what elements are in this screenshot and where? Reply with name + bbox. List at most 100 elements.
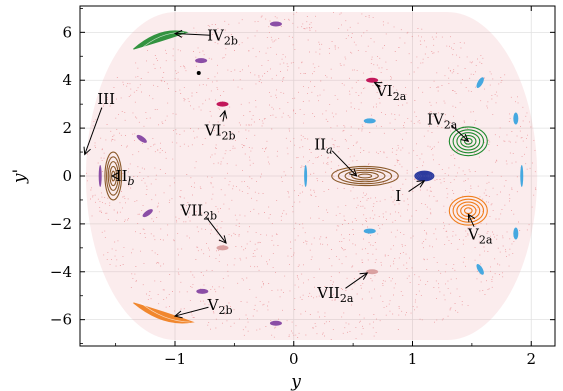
island-V2a-torus (463, 207, 473, 215)
annotation-label-V2a: V2a (467, 225, 493, 246)
island-VI2b-point (216, 101, 229, 107)
island-IV2a-torus (452, 129, 485, 154)
annotation-subscript: 2a (340, 292, 354, 305)
annotation-layer: IV2bIIIVI2bVI2aIV2aIIaIIbIVII2bV2aVII2aV… (83, 27, 493, 319)
y-tick-label: 0 (62, 167, 72, 185)
island-IIa-torus (337, 167, 393, 185)
annotation-subscript: 2a (479, 233, 493, 246)
annotation-arrow-head (173, 310, 183, 319)
annotation-main: II (116, 167, 128, 185)
island-IV2a-torus (448, 126, 488, 157)
y-tick-label: −2 (50, 215, 72, 233)
annotation-main: IV (427, 111, 445, 129)
annotation-arrow-line (408, 180, 425, 192)
annotation-arrow-head (218, 235, 227, 244)
island-IV2a-torus (456, 132, 481, 151)
annotation-arrow-line (331, 150, 358, 177)
island-IIa-torus (351, 171, 379, 181)
annotation-subscript: b (128, 175, 135, 188)
annotation-arrow-line (206, 217, 227, 244)
annotation-subscript: 2b (219, 304, 233, 317)
island-IV2a-torus (463, 137, 473, 145)
annotation-label-VI2a: VI2a (375, 82, 407, 103)
annotation-arrow-head (219, 109, 228, 119)
chaotic-sea (85, 11, 538, 341)
island-III-point (269, 320, 282, 326)
x-tick-label: 2 (526, 350, 536, 368)
annotation-arrow-head (173, 29, 183, 38)
annotation-label-VII2b: VII2b (179, 202, 217, 223)
y-tick-label: −4 (50, 263, 72, 281)
island-III-point (98, 165, 102, 187)
grid-lines (80, 6, 555, 346)
x-axis-label: y (290, 372, 301, 391)
island-V2a-torus (448, 195, 488, 226)
annotation-main: III (97, 90, 115, 108)
island-IV2a-torus (460, 134, 477, 148)
island-III-point (142, 209, 153, 218)
annotation-label-VI2b: VI2b (204, 121, 236, 142)
island-IIb-torus (104, 151, 123, 201)
annotation-subscript: 2b (224, 35, 238, 48)
annotation-arrow-line (451, 124, 469, 142)
annotation-arrow-head (110, 171, 120, 180)
annotation-arrow-head (467, 213, 476, 223)
annotation-arrow-head (359, 272, 369, 280)
island-sky-point (513, 112, 519, 125)
island-sky-point (476, 77, 484, 88)
annotation-arrow-line (345, 272, 368, 289)
island-VII2b-point (216, 245, 229, 251)
annotation-label-IV2b: IV2b (207, 27, 238, 48)
marker-layer (196, 71, 201, 76)
island-IIa-torus (357, 173, 373, 179)
island-III-point (196, 288, 209, 294)
annotation-main: V (207, 296, 220, 314)
y-tick-label: −6 (50, 311, 72, 329)
y-axis-label: y' (10, 169, 30, 184)
island-IIa-torus (331, 165, 399, 187)
annotation-main: VII (179, 202, 203, 220)
annotation-main: V (467, 225, 480, 243)
chaotic-sea-region (85, 11, 538, 341)
annotation-arrow-head (460, 133, 470, 142)
y-tick-label: 4 (62, 71, 72, 89)
island-IIb-torus (106, 156, 121, 196)
island-IIa-torus (344, 169, 386, 183)
x-tick-label: 0 (289, 350, 299, 368)
annotation-arrow-head (83, 146, 91, 156)
island-chains (98, 21, 524, 326)
annotation-label-III: III (97, 90, 115, 108)
island-V2b-contour (139, 301, 190, 323)
island-IIb-torus (107, 161, 119, 191)
black-marker-point (196, 71, 201, 76)
annotation-subscript: 2b (203, 210, 217, 223)
y-tick-label: 6 (62, 23, 72, 41)
annotation-subscript: a (326, 144, 333, 157)
island-sky-point (304, 165, 308, 187)
annotation-subscript: 2b (221, 129, 235, 142)
island-sky-point (513, 227, 519, 240)
chaotic-sea-points (86, 11, 537, 340)
annotation-arrow-head (373, 82, 383, 90)
annotation-label-VII2a: VII2a (316, 284, 354, 305)
island-IIb-torus (109, 165, 118, 187)
annotation-label-V2b: V2b (207, 296, 233, 317)
island-sky-point (363, 228, 376, 234)
annotation-arrow-line (174, 33, 211, 36)
x-tick-label: 1 (408, 350, 418, 368)
annotation-arrow-head (416, 180, 426, 188)
island-V2a-torus (452, 198, 485, 223)
annotation-main: VII (316, 284, 340, 302)
annotation-arrow-line (84, 107, 103, 155)
island-III-point (195, 58, 208, 64)
annotation-main: II (314, 136, 326, 154)
annotation-label-I: I (395, 187, 401, 205)
annotation-main: IV (207, 27, 225, 45)
island-IV2b-contour (139, 31, 184, 51)
annotation-arrow-head (349, 168, 358, 177)
axis-ticks: −1 0 1 2 −6 −4 −2 0 2 4 6 (50, 6, 555, 368)
island-III-point (136, 134, 147, 143)
island-sky-point (363, 118, 376, 124)
island-sky-point (476, 264, 484, 275)
